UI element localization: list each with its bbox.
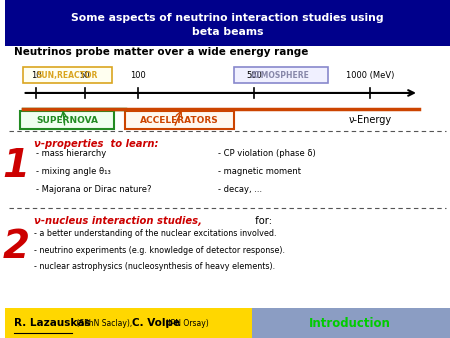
Text: - neutrino experiments (e.g. knowledge of detector response).: - neutrino experiments (e.g. knowledge o… <box>34 246 285 255</box>
Text: 1000 (MeV): 1000 (MeV) <box>346 71 394 80</box>
FancyBboxPatch shape <box>5 0 450 46</box>
Text: 50: 50 <box>80 71 90 80</box>
Text: - magnetic moment: - magnetic moment <box>219 167 302 176</box>
Text: - mixing angle θ₁₃: - mixing angle θ₁₃ <box>36 167 111 176</box>
Text: (SPhN Saclay),: (SPhN Saclay), <box>74 319 135 328</box>
Text: - nuclear astrophysics (nucleosynthesis of heavy elements).: - nuclear astrophysics (nucleosynthesis … <box>34 262 275 271</box>
Text: ν-properties  to learn:: ν-properties to learn: <box>34 139 158 149</box>
Text: 100: 100 <box>130 71 146 80</box>
Text: R. Lazauskas: R. Lazauskas <box>14 318 90 328</box>
FancyBboxPatch shape <box>22 67 112 83</box>
Text: Neutrinos probe matter over a wide energy range: Neutrinos probe matter over a wide energ… <box>14 47 308 57</box>
Text: 500: 500 <box>246 71 262 80</box>
Text: ATMOSPHERE: ATMOSPHERE <box>252 71 310 80</box>
FancyBboxPatch shape <box>20 111 114 129</box>
Text: 10: 10 <box>31 71 41 80</box>
Text: Some aspects of neutrino interaction studies using
beta beams: Some aspects of neutrino interaction stu… <box>71 13 384 38</box>
Text: ν-nucleus interaction studies,: ν-nucleus interaction studies, <box>34 216 202 226</box>
Text: SUPERNOVA: SUPERNOVA <box>36 116 98 125</box>
Text: Introduction: Introduction <box>309 317 391 330</box>
FancyBboxPatch shape <box>252 308 450 338</box>
FancyBboxPatch shape <box>125 111 234 129</box>
Text: for:: for: <box>252 216 272 226</box>
FancyBboxPatch shape <box>5 308 450 338</box>
Text: (IPN Orsay): (IPN Orsay) <box>163 319 209 328</box>
Text: - CP violation (phase δ): - CP violation (phase δ) <box>219 149 316 158</box>
Text: 2: 2 <box>2 228 29 266</box>
Text: 1: 1 <box>2 147 29 185</box>
Text: ν-Energy: ν-Energy <box>348 115 392 125</box>
Text: - decay, ...: - decay, ... <box>219 186 263 194</box>
Text: - Majorana or Dirac nature?: - Majorana or Dirac nature? <box>36 186 152 194</box>
FancyBboxPatch shape <box>234 67 328 83</box>
Text: C. Volpe: C. Volpe <box>132 318 180 328</box>
Text: - mass hierarchy: - mass hierarchy <box>36 149 106 158</box>
Text: SUN,REACTOR: SUN,REACTOR <box>36 71 98 80</box>
Text: ACCELERATORS: ACCELERATORS <box>140 116 219 125</box>
Text: - a better understanding of the nuclear excitations involved.: - a better understanding of the nuclear … <box>34 230 276 238</box>
